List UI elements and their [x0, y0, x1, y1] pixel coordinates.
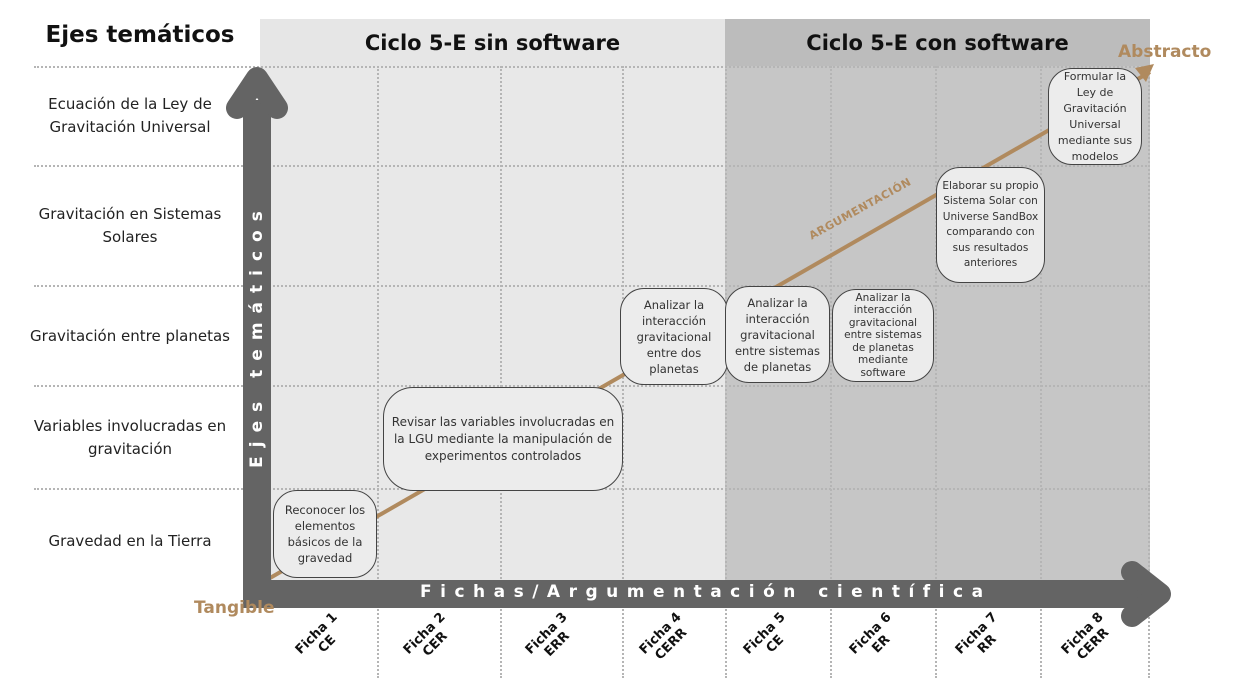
grid-vline: [1148, 66, 1150, 678]
grid-hline: [34, 285, 1150, 287]
y-axis-shaft: [243, 100, 271, 608]
activity-box-ficha8: Formular la Ley de Gravitación Universal…: [1048, 68, 1142, 165]
grid-hline: [34, 385, 1150, 387]
activity-box-ficha4: Analizar la interacción gravitacional en…: [620, 288, 728, 385]
activity-box-ficha6: Analizar la interacción gravitacional en…: [832, 289, 934, 382]
y-axis-label: Ejes temáticos: [247, 202, 267, 468]
activity-box-ficha7: Elaborar su propio Sistema Solar con Uni…: [936, 167, 1045, 283]
x-axis-shaft: [243, 580, 1158, 608]
grid-hline: [34, 66, 1150, 68]
row-label: Gravedad en la Tierra: [48, 531, 212, 550]
abstracto-label: Abstracto: [1118, 42, 1212, 62]
grid-vline: [725, 66, 727, 678]
tangible-label: Tangible: [194, 598, 275, 618]
activity-box-ficha5: Analizar la interacción gravitacional en…: [725, 286, 830, 383]
grid-vline: [1040, 66, 1042, 678]
row-label: Gravitación entre planetas: [30, 326, 230, 345]
activity-box-ficha1: Reconocer los elementos básicos de la gr…: [273, 490, 377, 578]
grid-vline: [377, 66, 379, 678]
grid-vline: [500, 66, 502, 678]
grid-vline: [935, 66, 937, 678]
activity-box-ficha2-3: Revisar las variables involucradas en la…: [383, 387, 623, 491]
row-label: Ecuación de la Ley de Gravitación Univer…: [48, 95, 212, 136]
y-axis-arrowhead-icon: [226, 67, 288, 119]
argumentation-arrowhead-icon: [1135, 64, 1154, 82]
band-sin-software: Ciclo 5-E sin software: [260, 19, 725, 66]
row-header-title: Ejes temáticos: [45, 22, 235, 48]
grid-hline: [34, 165, 1150, 167]
band-con-software: Ciclo 5-E con software: [725, 19, 1150, 66]
grid-vline: [830, 66, 832, 678]
x-axis-arrowhead-icon: [1121, 561, 1171, 627]
x-axis-label: Fichas/Argumentación científica: [420, 582, 992, 602]
row-label: Variables involucradas en gravitación: [33, 416, 227, 458]
row-label: Gravitación en Sistemas Solares: [38, 205, 222, 246]
